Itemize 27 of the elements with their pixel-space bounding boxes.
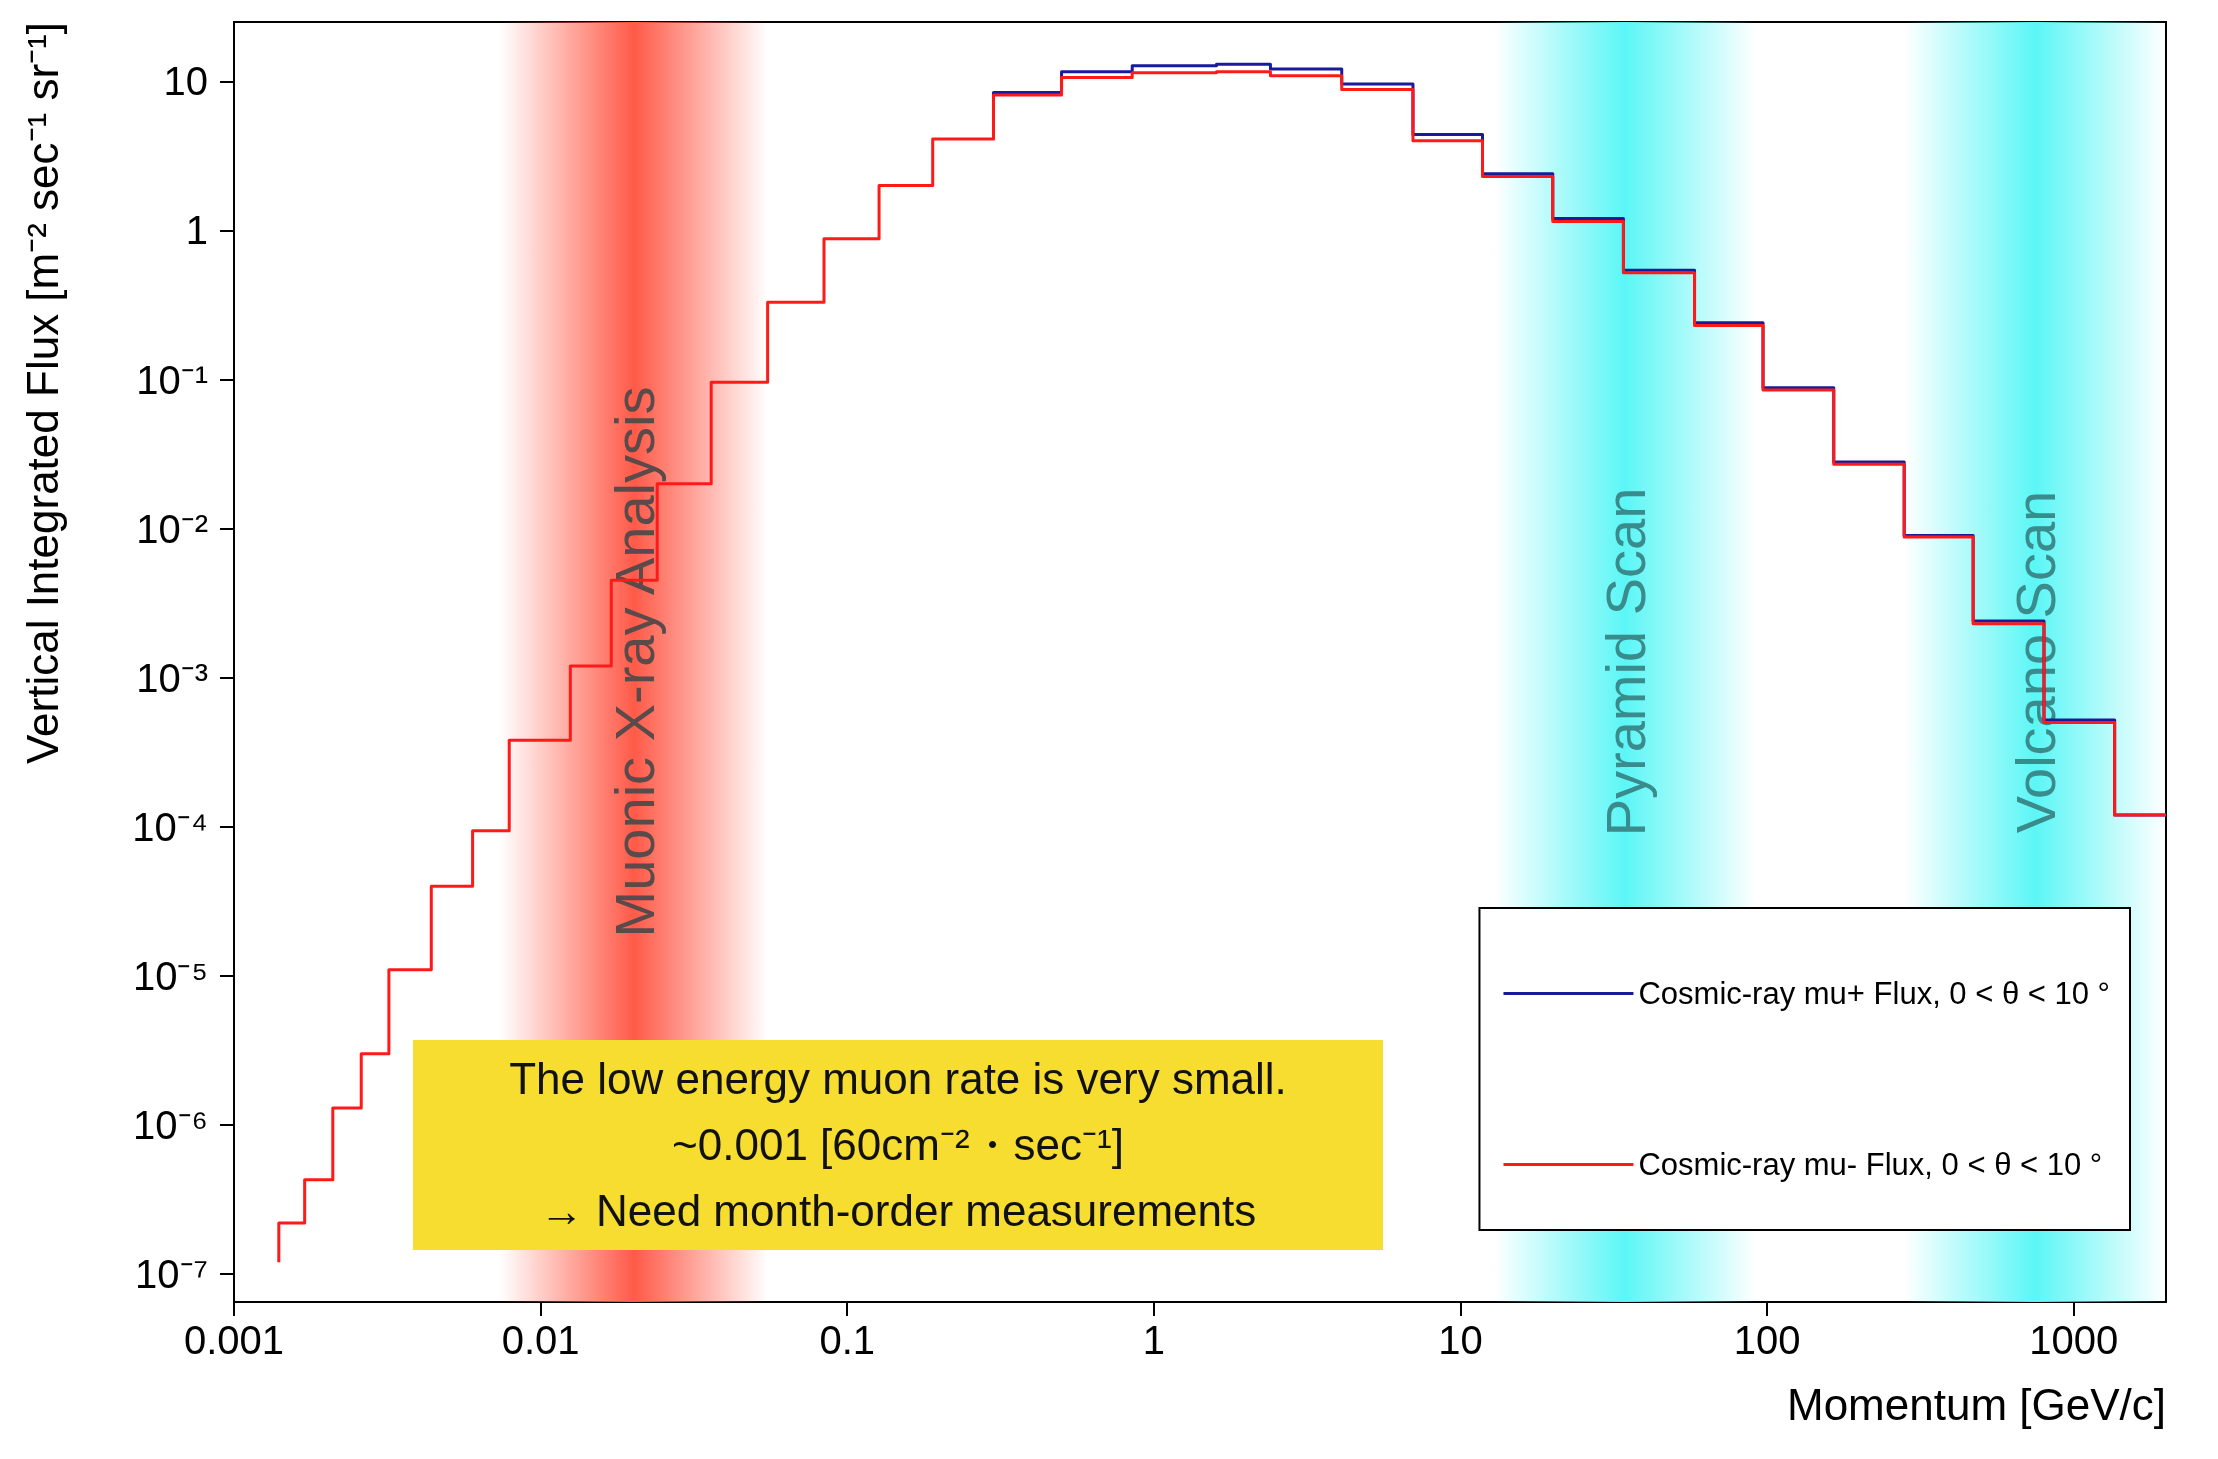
x-tick-label: 0.01 <box>501 1318 580 1362</box>
y-axis-title: Vertical Integrated Flux [m⁻² sec⁻¹ sr⁻¹] <box>17 22 67 764</box>
y-tick-label: 10⁻² <box>136 506 208 551</box>
legend-label: Cosmic-ray mu+ Flux, 0 < θ < 10 ° <box>1638 976 2111 1011</box>
x-tick-label: 0.001 <box>183 1318 285 1362</box>
y-tick-label: 10⁻³ <box>136 655 208 700</box>
x-axis-title: Momentum [GeV/c] <box>1786 1379 2166 1429</box>
band-label: Muonic X-ray Analysis <box>602 386 666 938</box>
y-tick-label: 10⁻⁷ <box>135 1252 208 1297</box>
note-box: The low energy muon rate is very small. ~0.001 [60cm⁻²・sec⁻¹] → Need month-order measurements <box>413 1040 1383 1250</box>
y-tick-label: 10⁻⁵ <box>132 953 208 998</box>
legend-label: Cosmic-ray mu- Flux, 0 < θ < 10 ° <box>1638 1147 2103 1182</box>
band-label: Volcano Scan <box>2003 490 2067 834</box>
x-tick-label: 10 <box>1438 1318 1483 1362</box>
annotation: → Need month-order measurements <box>538 1185 1258 1237</box>
y-tick-label: 10⁻⁶ <box>133 1103 208 1148</box>
x-tick-label: 0.1 <box>819 1318 876 1362</box>
y-tick-label: 10 <box>163 59 208 104</box>
annotation: The low energy muon rate is very small. <box>508 1053 1288 1105</box>
x-tick-label: 100 <box>1733 1318 1801 1362</box>
x-tick-label: 1000 <box>2029 1318 2119 1362</box>
x-tick-label: 1 <box>1142 1318 1165 1362</box>
y-tick-label: 10⁻¹ <box>136 357 208 402</box>
band-label: Pyramid Scan <box>1593 487 1657 837</box>
annotation: ~0.001 [60cm⁻²・sec⁻¹] <box>671 1119 1125 1171</box>
y-tick-label: 10⁻⁴ <box>132 804 208 849</box>
y-tick-label: 1 <box>185 208 208 253</box>
